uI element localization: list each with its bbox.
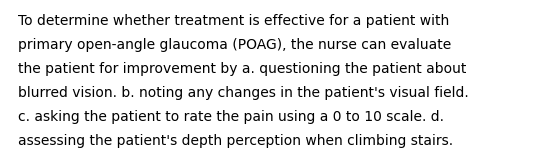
Text: blurred vision. b. noting any changes in the patient's visual field.: blurred vision. b. noting any changes in… [18, 86, 469, 100]
Text: primary open-angle glaucoma (POAG), the nurse can evaluate: primary open-angle glaucoma (POAG), the … [18, 38, 451, 52]
Text: assessing the patient's depth perception when climbing stairs.: assessing the patient's depth perception… [18, 134, 453, 148]
Text: To determine whether treatment is effective for a patient with: To determine whether treatment is effect… [18, 14, 449, 28]
Text: the patient for improvement by a. questioning the patient about: the patient for improvement by a. questi… [18, 62, 466, 76]
Text: c. asking the patient to rate the pain using a 0 to 10 scale. d.: c. asking the patient to rate the pain u… [18, 110, 444, 124]
